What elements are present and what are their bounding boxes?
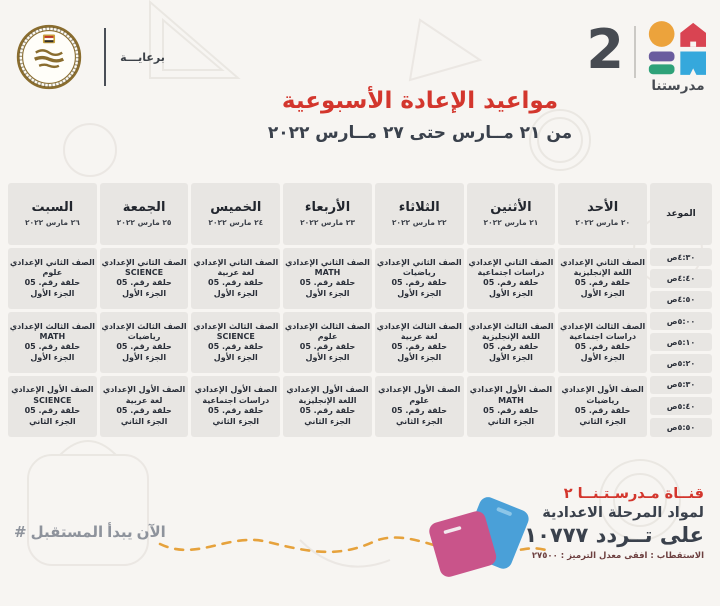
frequency-line: على تــردد ١٠٧٧٧	[524, 523, 704, 547]
time-slot: ٤:٣٠ص	[650, 248, 712, 267]
lesson-cell-r1-friday: الصف الثاني الإعدادي SCIENCE حلقة رقم. 05 ا…	[99, 248, 189, 309]
lesson-cell-r1-saturday: الصف الثاني الإعدادي علوم حلقة رقم. 05 الجز…	[8, 248, 97, 309]
time-slot: ٥:٤٠ص	[650, 397, 712, 416]
time-slot: ٥:٢٠ص	[650, 354, 712, 373]
day-header-sunday: الأحد ٢٠ مارس ٢٠٢٢	[558, 183, 647, 245]
time-slot: ٤:٤٠ص	[650, 269, 712, 288]
page-title: مواعيد الإعادة الأسبوعية	[281, 88, 559, 114]
channel-name: مدرستنا	[651, 78, 705, 94]
technical-line: الاستقطاب : افقى معدل الترميز : ٢٧٥٠٠	[531, 551, 704, 561]
lesson-cell-r2-thursday: الصف الثالث الإعدادي SCIENCE حلقة رقم. 05 ا…	[191, 311, 281, 373]
lesson-cell-r3-tuesday: الصف الأول الإعدادي علوم حلقة رقم. 05 الجزء…	[374, 375, 464, 437]
lesson-cell-r2-tuesday: الصف الثالث الإعدادي لغة عربية حلقة رقم. 0…	[374, 311, 464, 373]
weekly-schedule-table: الموعد الأحد ٢٠ مارس ٢٠٢٢ الأثنين ٢١ مارس …	[8, 183, 712, 437]
ministry-of-education-emblem-icon	[16, 24, 82, 90]
stage-line: لمواد المرحلة الاعدادية	[542, 505, 704, 521]
channel-frequency-info: قنــاة مـدرسـتـنــا ٢ لمواد المرحلة الاع…	[524, 486, 704, 561]
time-slot: ٥:٥٠ص	[650, 418, 712, 437]
hashtag-slogan: # المستقبل يبدأ الآن	[14, 523, 166, 541]
day-header-thursday: الخميس ٢٤ مارس ٢٠٢٢	[191, 183, 281, 245]
day-header-wednesday: الأربعاء ٢٣ مارس ٢٠٢٢	[283, 183, 372, 245]
lesson-cell-r1-sunday: الصف الثاني الإعدادي اللغة الإنجليزية حلقة…	[558, 248, 647, 309]
day-header-monday: الأثنين ٢١ مارس ٢٠٢٢	[466, 183, 556, 245]
time-column-header: الموعد	[650, 183, 712, 245]
header-divider	[104, 28, 106, 86]
date-range-subtitle: من ٢١ مــارس حتى ٢٧ مــارس ٢٠٢٢	[267, 123, 573, 143]
lesson-cell-r1-thursday: الصف الثاني الإعدادي لغة عربية حلقة رقم. 0…	[191, 248, 281, 309]
channel-logo-divider	[634, 26, 636, 78]
time-slot: ٥:١٠ص	[650, 333, 712, 352]
lesson-cell-r3-wednesday: الصف الأول الإعدادي اللغة الإنجليزية حلقة …	[283, 375, 372, 437]
lesson-cell-r2-sunday: الصف الثالث الإعدادي دراسات اجتماعية حلقة …	[558, 311, 647, 373]
patronage-block: برعايـــة	[16, 24, 174, 90]
time-slot: ٥:٣٠ص	[650, 375, 712, 395]
lesson-cell-r1-monday: الصف الثاني الإعدادي دراسات اجتماعية حلقة …	[466, 248, 556, 309]
day-header-saturday: السبت ٢٦ مارس ٢٠٢٢	[8, 183, 97, 245]
day-header-friday: الجمعة ٢٥ مارس ٢٠٢٢	[99, 183, 189, 245]
lesson-cell-r2-saturday: الصف الثالث الإعدادي MATH حلقة رقم. 05 الجز…	[8, 311, 97, 373]
lesson-cell-r3-sunday: الصف الأول الإعدادي رياضيات حلقة رقم. 05 ال…	[558, 375, 647, 437]
time-slot: ٥:٠٠ص	[650, 311, 712, 331]
madrasetna-logo-icon	[648, 21, 706, 75]
time-slot: ٤:٥٠ص	[650, 290, 712, 309]
patronage-label: برعايـــة	[120, 50, 165, 64]
lesson-cell-r1-wednesday: الصف الثاني الإعدادي MATH حلقة رقم. 05 الجز…	[283, 248, 372, 309]
title-block: مواعيد الإعادة الأسبوعية من ٢١ مــارس حت…	[150, 88, 690, 143]
lesson-cell-r2-monday: الصف الثالث الإعدادي اللغة الإنجليزية حلقة…	[466, 311, 556, 373]
lesson-cell-r2-friday: الصف الثالث الإعدادي رياضيات حلقة رقم. 05 ا…	[99, 311, 189, 373]
channel-line: قنــاة مـدرسـتـنــا ٢	[563, 486, 704, 502]
lesson-cell-r3-saturday: الصف الأول الإعدادي SCIENCE حلقة رقم. 05 ال…	[8, 375, 97, 437]
channel-number: 2	[586, 18, 624, 81]
lesson-cell-r3-friday: الصف الأول الإعدادي لغة عربية حلقة رقم. 05…	[99, 375, 189, 437]
lesson-cell-r2-wednesday: الصف الثالث الإعدادي علوم حلقة رقم. 05 الجز…	[283, 311, 372, 373]
books-icon	[429, 497, 529, 577]
lesson-cell-r1-tuesday: الصف الثاني الإعدادي رياضيات حلقة رقم. 05 ا…	[374, 248, 464, 309]
day-header-tuesday: الثلاثاء ٢٢ مارس ٢٠٢٢	[374, 183, 464, 245]
lesson-cell-r3-monday: الصف الأول الإعدادي MATH حلقة رقم. 05 الجزء…	[466, 375, 556, 437]
channel-logo-block: 2 مدرستنا	[586, 20, 710, 94]
lesson-cell-r3-thursday: الصف الأول الإعدادي دراسات اجتماعية حلقة ر…	[191, 375, 281, 437]
